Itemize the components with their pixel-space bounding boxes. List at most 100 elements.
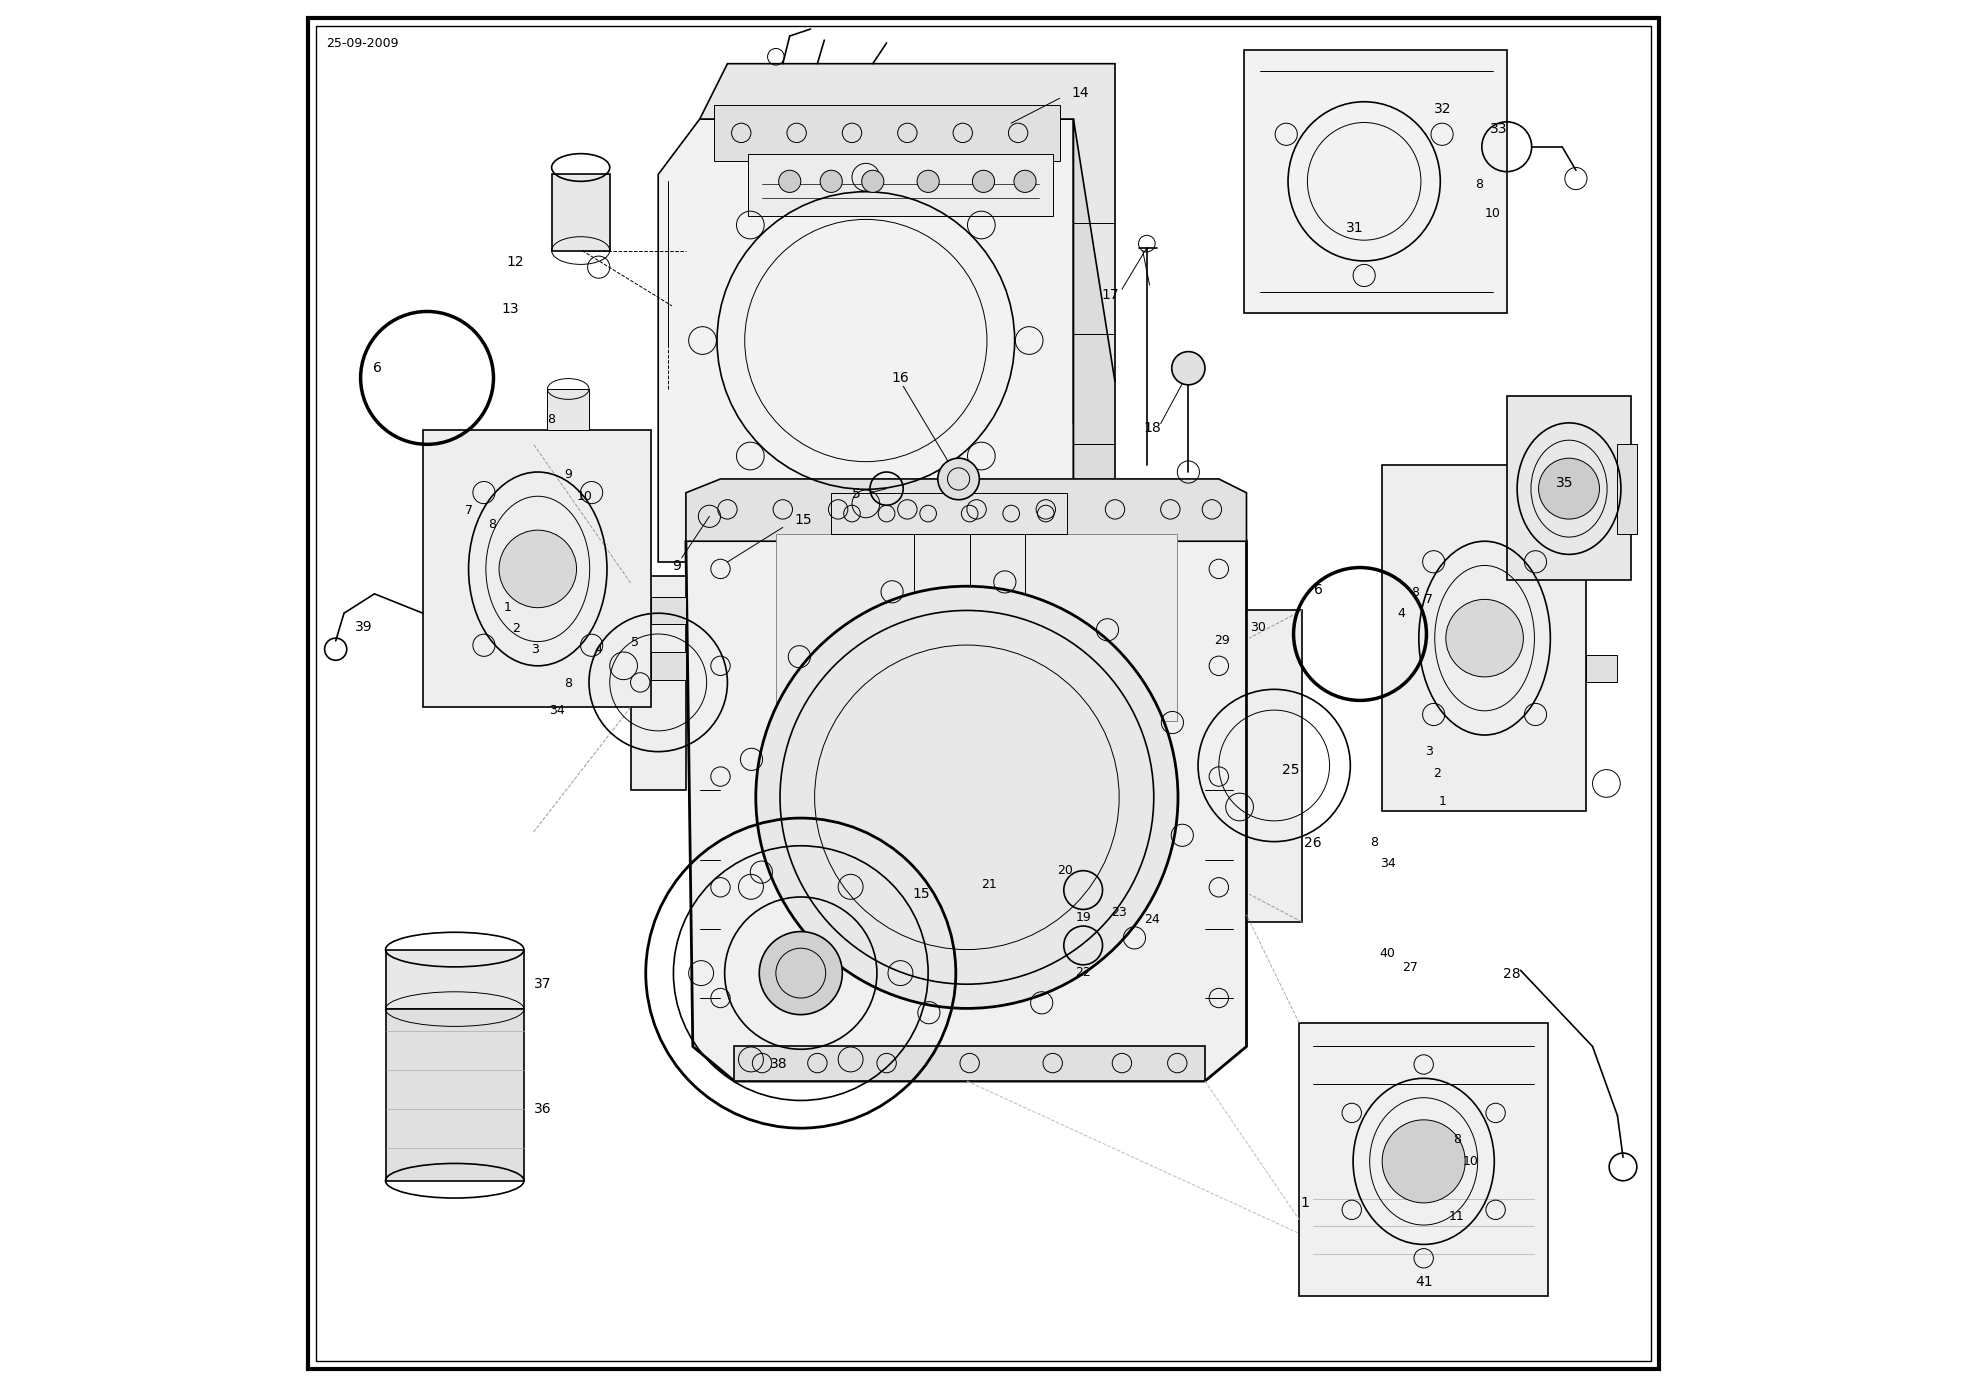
Text: 39: 39: [354, 620, 372, 634]
Text: 32: 32: [1434, 103, 1452, 117]
Text: 31: 31: [1345, 222, 1363, 236]
Text: 25-09-2009: 25-09-2009: [327, 37, 399, 50]
Text: 23: 23: [1111, 906, 1127, 918]
Text: 28: 28: [1503, 968, 1520, 982]
Polygon shape: [714, 105, 1060, 161]
Polygon shape: [547, 388, 588, 430]
Text: 1: 1: [1300, 1196, 1310, 1209]
Polygon shape: [651, 652, 686, 680]
Polygon shape: [686, 479, 1247, 541]
Polygon shape: [1298, 1024, 1548, 1295]
Ellipse shape: [755, 587, 1178, 1008]
Circle shape: [917, 171, 938, 193]
Text: 15: 15: [795, 513, 812, 527]
Text: 30: 30: [1249, 620, 1265, 634]
Polygon shape: [551, 175, 610, 251]
Text: 4: 4: [1399, 606, 1406, 620]
Polygon shape: [1585, 655, 1617, 682]
Circle shape: [1013, 171, 1037, 193]
Text: 2: 2: [511, 621, 519, 635]
Text: 8: 8: [1369, 836, 1377, 849]
Polygon shape: [1074, 119, 1115, 735]
Text: 10: 10: [1485, 207, 1501, 219]
Circle shape: [820, 171, 842, 193]
Text: 4: 4: [594, 642, 602, 656]
Text: 10: 10: [1463, 1155, 1479, 1168]
Text: 6: 6: [374, 361, 382, 376]
Circle shape: [972, 171, 995, 193]
Text: 24: 24: [1145, 913, 1161, 925]
Text: 33: 33: [1489, 122, 1507, 136]
Polygon shape: [832, 492, 1066, 534]
Polygon shape: [1383, 465, 1585, 811]
Text: 8: 8: [1412, 585, 1420, 599]
Circle shape: [1446, 599, 1522, 677]
Polygon shape: [1243, 50, 1507, 313]
Text: 5: 5: [631, 635, 639, 649]
Text: 37: 37: [533, 978, 551, 992]
Text: 5: 5: [852, 487, 860, 501]
Text: 35: 35: [1556, 476, 1574, 490]
Polygon shape: [747, 154, 1052, 216]
Polygon shape: [386, 950, 523, 1010]
Text: 29: 29: [1214, 634, 1229, 648]
Text: 10: 10: [576, 491, 592, 503]
Polygon shape: [1617, 444, 1637, 534]
Polygon shape: [700, 64, 1115, 423]
Text: 1: 1: [504, 601, 511, 614]
Text: 41: 41: [1414, 1275, 1432, 1289]
Text: 8: 8: [488, 519, 496, 531]
Polygon shape: [659, 119, 1074, 562]
Text: 21: 21: [982, 878, 997, 890]
Text: 1: 1: [1440, 795, 1448, 809]
Polygon shape: [1247, 610, 1302, 922]
Text: 15: 15: [913, 888, 930, 902]
Polygon shape: [1507, 395, 1631, 580]
Text: 18: 18: [1143, 420, 1161, 434]
Polygon shape: [775, 534, 1178, 721]
Text: 3: 3: [1426, 745, 1434, 759]
Text: 22: 22: [1076, 967, 1092, 979]
Circle shape: [1383, 1119, 1465, 1203]
Text: 6: 6: [1314, 583, 1324, 596]
Text: 19: 19: [1076, 911, 1092, 924]
Text: 40: 40: [1379, 947, 1397, 960]
Polygon shape: [686, 499, 1247, 1080]
Text: 8: 8: [547, 413, 555, 426]
Circle shape: [1538, 458, 1599, 519]
Text: 8: 8: [1475, 178, 1483, 190]
Text: 8: 8: [1454, 1133, 1461, 1146]
Polygon shape: [631, 576, 686, 791]
Text: 17: 17: [1102, 288, 1119, 302]
Text: 25: 25: [1282, 763, 1300, 777]
Polygon shape: [423, 430, 651, 707]
Circle shape: [938, 458, 980, 499]
Text: 2: 2: [1434, 767, 1442, 781]
Text: 16: 16: [891, 370, 909, 386]
Text: 7: 7: [1426, 592, 1434, 606]
Circle shape: [759, 932, 842, 1015]
Text: 7: 7: [464, 505, 472, 517]
Circle shape: [779, 171, 801, 193]
Text: 38: 38: [769, 1057, 787, 1072]
Polygon shape: [651, 596, 686, 624]
Text: 9: 9: [673, 559, 681, 573]
Circle shape: [500, 530, 576, 608]
Polygon shape: [386, 1010, 523, 1180]
Text: 11: 11: [1450, 1211, 1465, 1223]
Circle shape: [862, 171, 883, 193]
Text: 34: 34: [1379, 857, 1395, 870]
Text: 26: 26: [1304, 836, 1322, 850]
Circle shape: [1172, 351, 1206, 384]
Text: 3: 3: [531, 642, 539, 656]
Text: 8: 8: [565, 677, 572, 691]
Text: 34: 34: [549, 703, 565, 717]
Text: 20: 20: [1058, 864, 1074, 877]
Text: 14: 14: [1072, 86, 1090, 100]
Text: 12: 12: [507, 255, 525, 269]
Text: 13: 13: [502, 302, 519, 316]
Text: 9: 9: [565, 469, 572, 481]
Text: 27: 27: [1402, 961, 1418, 974]
Text: 36: 36: [533, 1101, 551, 1115]
Polygon shape: [734, 1046, 1206, 1080]
